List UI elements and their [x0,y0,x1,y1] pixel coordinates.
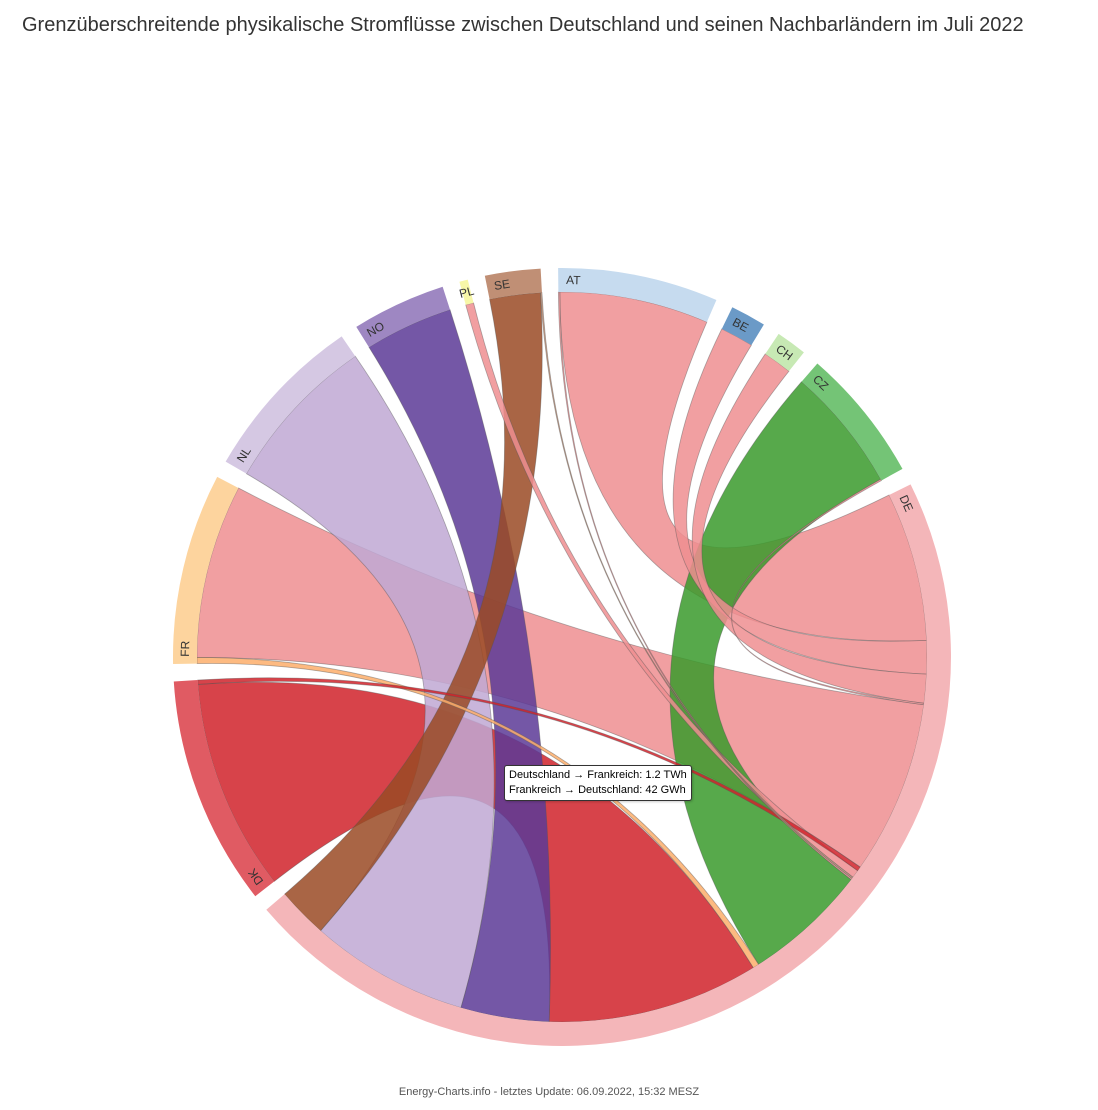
node-arc-ch[interactable] [765,333,804,372]
node-label-be: BE [730,315,751,335]
node-label-at: AT [566,273,582,287]
node-arcs-group [172,268,951,1046]
node-arc-no[interactable] [356,286,450,348]
node-arc-se[interactable] [484,268,542,300]
node-label-se: SE [493,277,511,293]
tooltip-line-1: Deutschland → Frankreich: 1.2 TWh [509,769,687,781]
ribbon-fr-to-de[interactable] [196,657,760,969]
node-arc-nl[interactable] [225,336,356,474]
ribbon-se-to-de[interactable] [283,292,543,932]
node-label-fr: FR [178,640,192,657]
chart-title: Grenzüberschreitende physikalische Strom… [22,14,1024,36]
flow-tooltip: Deutschland → Frankreich: 1.2 TWh Frankr… [504,765,692,801]
node-arc-pl[interactable] [459,279,474,305]
tooltip-line-2: Frankreich → Deutschland: 42 GWh [509,784,686,796]
node-arc-be[interactable] [721,307,764,346]
node-arc-cz[interactable] [801,363,903,481]
ribbons-group [196,291,928,1023]
node-arc-fr[interactable] [172,476,239,665]
node-arc-dk[interactable] [173,680,275,897]
node-arc-at[interactable] [558,268,717,322]
node-label-de: DE [896,493,916,514]
footer-credit: Energy-Charts.info - letztes Update: 06.… [398,1086,700,1098]
ribbon-de-to-se[interactable] [540,292,854,880]
node-label-pl: PL [458,284,476,301]
